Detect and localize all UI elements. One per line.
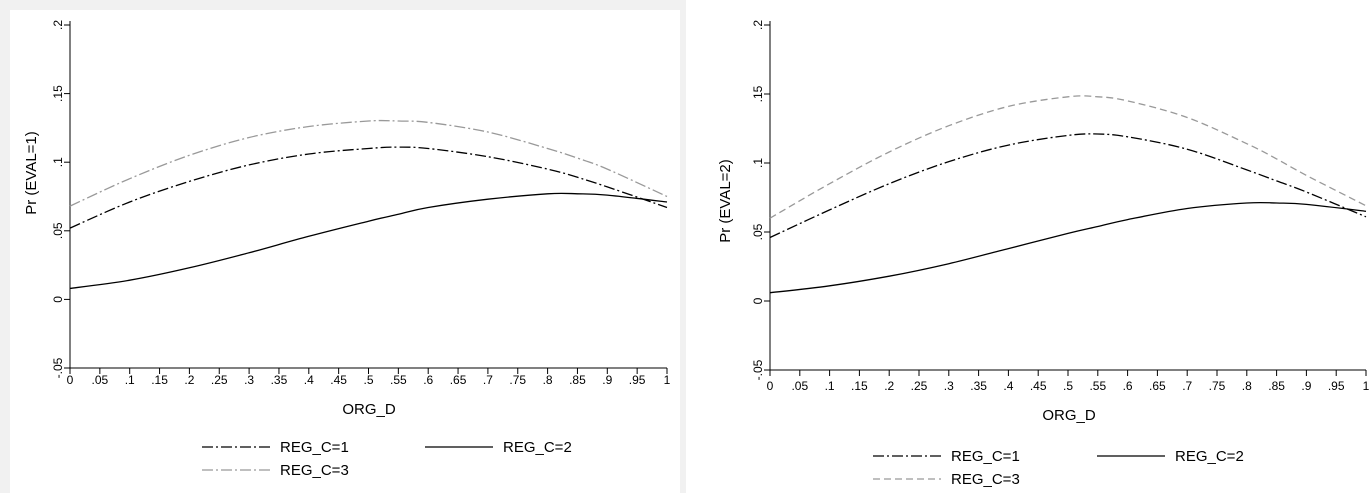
x-tick-label: .8: [543, 373, 553, 387]
legend-label-3: REG_C=3: [951, 471, 1020, 488]
legend-label-2: REG_C=2: [1175, 448, 1244, 465]
x-tick-label: .95: [1328, 379, 1345, 393]
plot-background: [10, 10, 680, 493]
chart-pr-eval-1: Pr (EVAL=1) ORG_D -.050.05.1.15.20.05.1.…: [10, 10, 680, 493]
x-tick-label: .35: [970, 379, 987, 393]
x-axis-label: ORG_D: [1042, 407, 1096, 424]
y-tick-label: .1: [751, 158, 765, 168]
y-tick-label: 0: [751, 297, 765, 304]
x-tick-label: .25: [911, 379, 928, 393]
y-tick-label: .1: [51, 157, 65, 167]
x-tick-label: .85: [1268, 379, 1285, 393]
x-tick-label: .6: [1123, 379, 1133, 393]
x-tick-label: .1: [825, 379, 835, 393]
x-tick-label: .4: [304, 373, 314, 387]
x-tick-label: .95: [629, 373, 646, 387]
x-tick-label: 1: [1363, 379, 1370, 393]
chart-panel-left: Pr (EVAL=1) ORG_D -.05 0.05.1.15.2 0.05.1.…: [0, 0, 686, 493]
y-tick-label: .2: [751, 20, 765, 30]
legend-label-3: REG_C=3: [280, 462, 349, 479]
y-tick-label: -.05: [51, 357, 65, 378]
y-tick-label: .05: [51, 222, 65, 239]
x-tick-label: .7: [1182, 379, 1192, 393]
x-tick-label: .3: [244, 373, 254, 387]
y-axis-label: Pr (EVAL=1): [23, 131, 40, 215]
x-tick-label: .2: [184, 373, 194, 387]
x-tick-label: .55: [390, 373, 407, 387]
x-tick-label: .7: [483, 373, 493, 387]
series-line-2: [769, 201, 1367, 294]
y-tick-label: .15: [751, 85, 765, 102]
x-tick-label: .25: [211, 373, 228, 387]
x-tick-label: .1: [125, 373, 135, 387]
y-tick-label: .05: [751, 223, 765, 240]
x-tick-label: .45: [330, 373, 347, 387]
x-tick-label: .6: [423, 373, 433, 387]
x-tick-label: .15: [851, 379, 868, 393]
x-tick-label: .65: [1149, 379, 1166, 393]
x-tick-label: .15: [151, 373, 168, 387]
x-tick-label: .2: [884, 379, 894, 393]
x-tick-label: .75: [1209, 379, 1226, 393]
series-line-1: [69, 146, 668, 229]
y-tick-label: 0: [51, 296, 65, 303]
x-tick-label: .55: [1089, 379, 1106, 393]
x-tick-label: .45: [1030, 379, 1047, 393]
y-tick-label: -.05: [751, 359, 765, 380]
x-tick-label: .85: [569, 373, 586, 387]
x-tick-label: .35: [271, 373, 288, 387]
x-tick-label: 0: [67, 373, 74, 387]
x-tick-label: .05: [92, 373, 109, 387]
x-tick-label: .4: [1003, 379, 1013, 393]
x-tick-label: .9: [1301, 379, 1311, 393]
x-tick-label: 0: [767, 379, 774, 393]
x-tick-label: .75: [509, 373, 526, 387]
legend-label-1: REG_C=1: [951, 448, 1020, 465]
series-line-2: [69, 192, 668, 290]
x-tick-label: .65: [450, 373, 467, 387]
x-tick-label: .9: [602, 373, 612, 387]
series-line-3: [69, 119, 668, 207]
series-line-3: [769, 95, 1367, 219]
y-tick-label: .2: [51, 20, 65, 30]
x-tick-label: .05: [791, 379, 808, 393]
chart-panel-right: Pr (EVAL=2) ORG_D -.05 0.05.1.15.2 0.05.1.…: [686, 0, 1370, 493]
chart-pr-eval-2: Pr (EVAL=2) ORG_D -.050.05.1.15.20.05.1.…: [717, 20, 1370, 488]
x-tick-label: .8: [1242, 379, 1252, 393]
x-tick-label: .5: [1063, 379, 1073, 393]
series-line-1: [769, 133, 1367, 239]
x-tick-label: .3: [944, 379, 954, 393]
y-axis-label: Pr (EVAL=2): [717, 159, 734, 243]
legend-label-2: REG_C=2: [503, 439, 572, 456]
legend-label-1: REG_C=1: [280, 439, 349, 456]
y-tick-label: .15: [51, 85, 65, 102]
x-tick-label: .5: [363, 373, 373, 387]
x-tick-label: 1: [664, 373, 671, 387]
x-axis-label: ORG_D: [342, 401, 396, 418]
